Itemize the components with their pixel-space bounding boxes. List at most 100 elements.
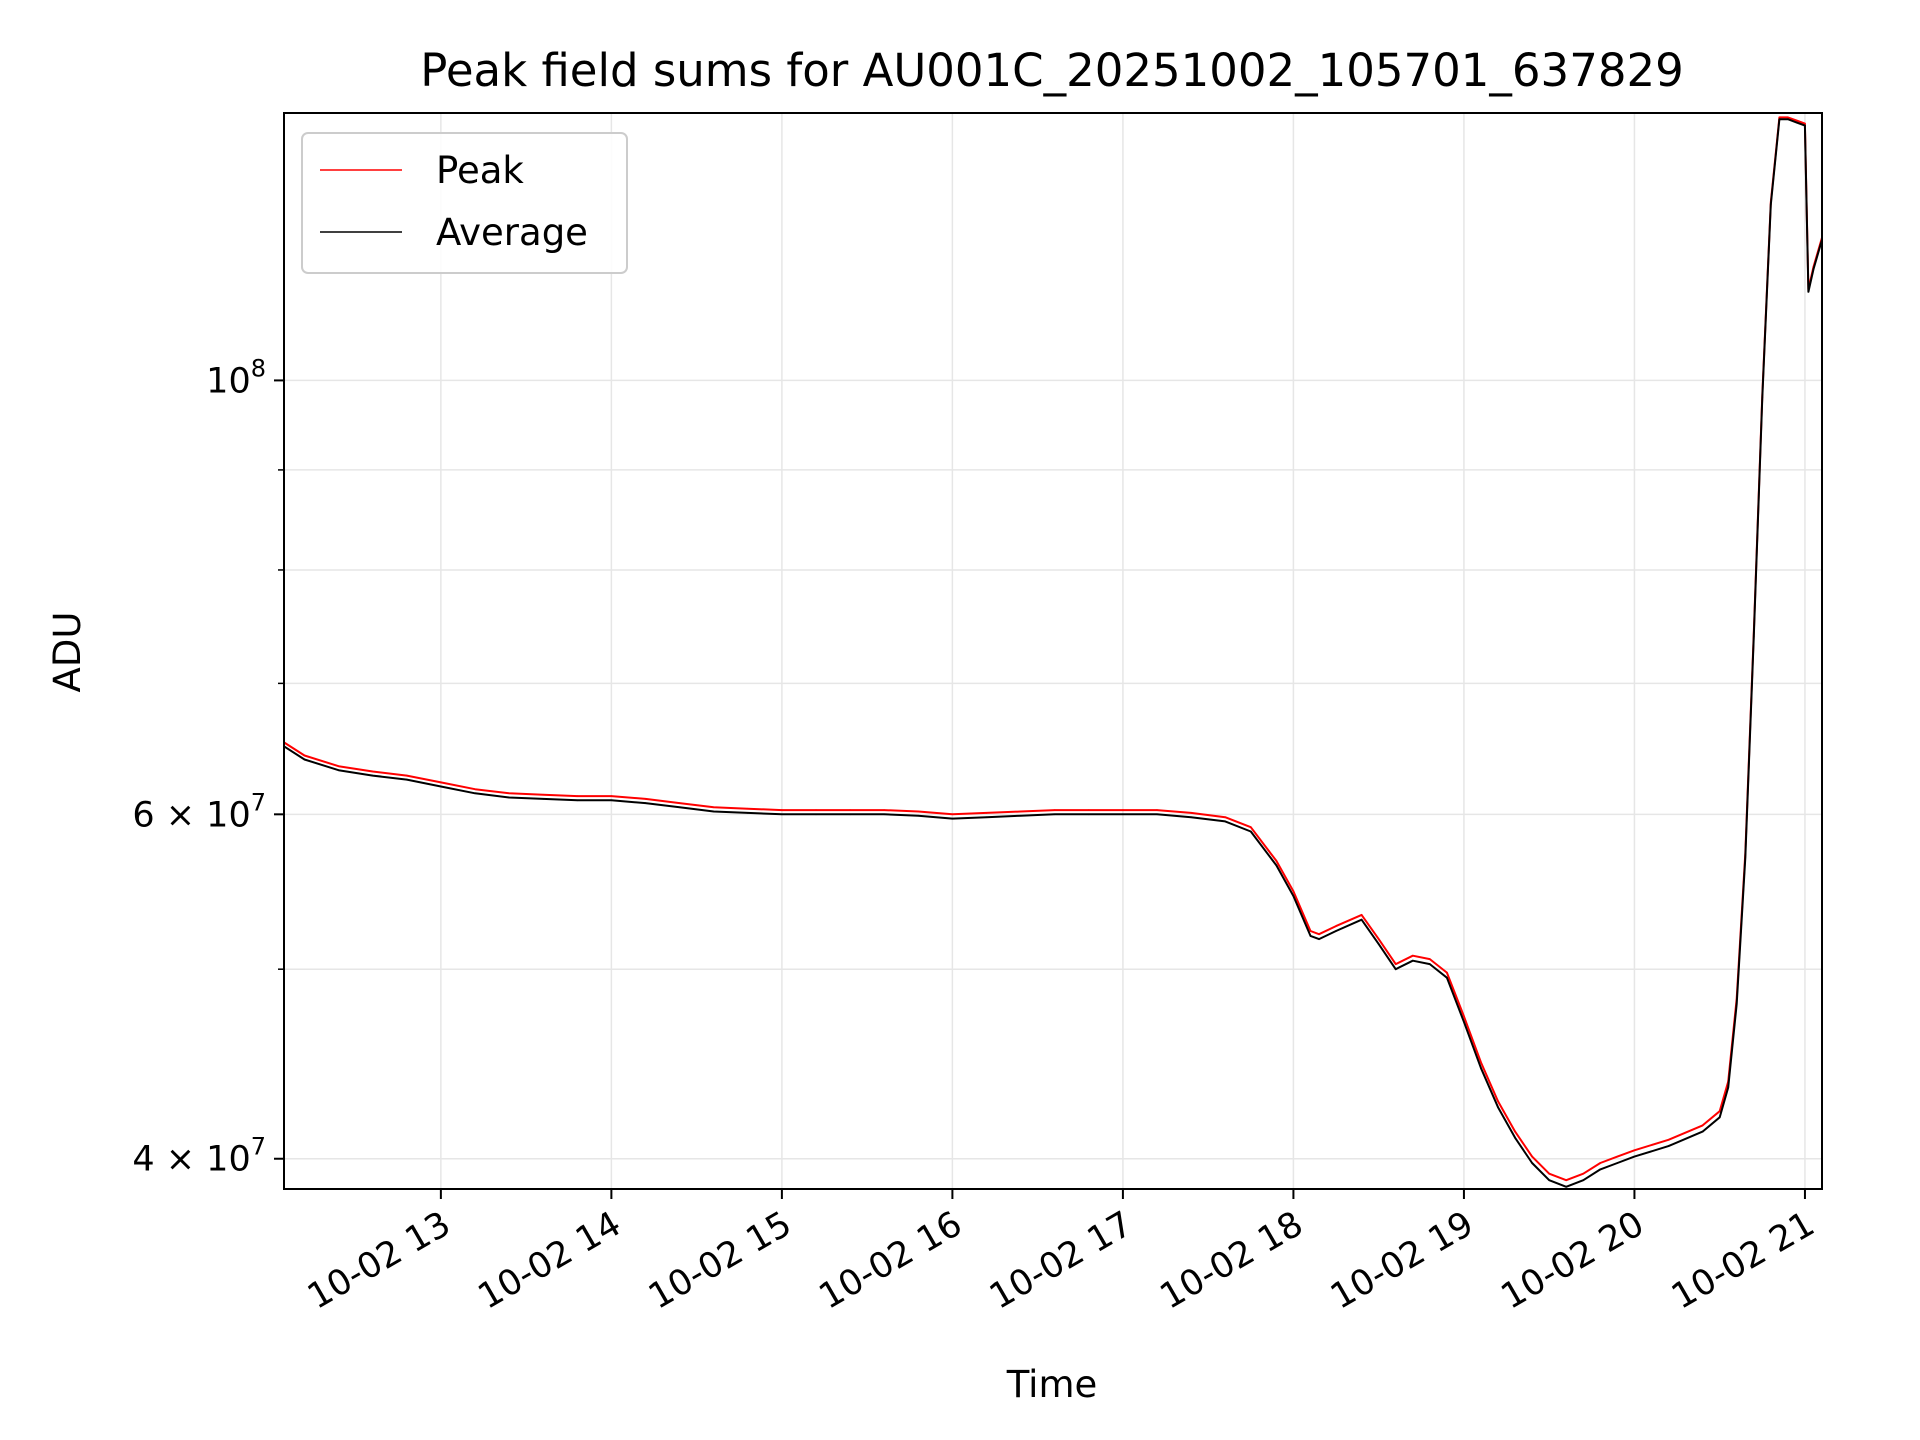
data-point-peak bbox=[406, 774, 408, 777]
data-point-average bbox=[917, 814, 920, 817]
legend-box bbox=[301, 132, 628, 274]
data-point-peak bbox=[781, 809, 783, 811]
data-point-average bbox=[1335, 930, 1337, 932]
data-point-peak bbox=[815, 809, 817, 811]
data-point-average bbox=[1727, 1086, 1729, 1089]
data-point-peak bbox=[1429, 958, 1431, 960]
x-axis-label: Time bbox=[1006, 1363, 1098, 1406]
data-point-average bbox=[1377, 943, 1380, 945]
data-point-average bbox=[985, 816, 988, 818]
data-point-average bbox=[1753, 635, 1755, 637]
data-point-average bbox=[1497, 1106, 1499, 1108]
data-point-peak bbox=[337, 765, 340, 767]
data-point-average bbox=[1412, 959, 1414, 962]
data-point-peak bbox=[747, 807, 749, 810]
data-point-peak bbox=[1718, 1110, 1721, 1112]
data-point-peak bbox=[1514, 1130, 1516, 1133]
data-point-average bbox=[1582, 1179, 1585, 1181]
data-point-peak bbox=[644, 798, 647, 800]
data-point-peak bbox=[1795, 119, 1798, 122]
data-point-average bbox=[1394, 968, 1397, 970]
data-point-average bbox=[747, 812, 749, 814]
data-point-peak bbox=[1394, 963, 1397, 965]
data-point-average bbox=[440, 785, 442, 788]
chart-title: Peak field sums for AU001C_20251002_1057… bbox=[420, 44, 1683, 97]
series-lines bbox=[284, 116, 1822, 1188]
data-point-peak bbox=[1250, 826, 1252, 828]
data-point-average bbox=[1292, 895, 1295, 897]
data-point-average bbox=[712, 810, 715, 813]
data-point-average bbox=[542, 798, 544, 800]
data-point-peak bbox=[1190, 812, 1192, 814]
data-point-average bbox=[371, 774, 374, 777]
data-point-peak bbox=[1582, 1172, 1585, 1175]
y-tick-exponent: 8 bbox=[251, 354, 266, 382]
data-point-average bbox=[1190, 816, 1192, 818]
data-point-peak bbox=[1463, 1015, 1465, 1018]
data-point-peak bbox=[1548, 1172, 1550, 1175]
data-point-average bbox=[1275, 864, 1278, 867]
data-point-peak bbox=[985, 812, 988, 814]
data-point-peak bbox=[1318, 933, 1320, 935]
data-point-peak bbox=[1804, 122, 1806, 125]
data-point-average bbox=[1224, 820, 1226, 823]
data-point-peak bbox=[542, 793, 544, 796]
data-point-peak bbox=[1156, 809, 1158, 811]
y-tick-label: 4 × 107 bbox=[132, 1133, 266, 1180]
data-point-peak bbox=[1616, 1155, 1619, 1158]
data-point-peak bbox=[1480, 1061, 1482, 1064]
data-point-peak bbox=[1335, 925, 1337, 927]
data-point-average bbox=[781, 813, 783, 816]
data-point-peak bbox=[883, 809, 885, 811]
data-point-peak bbox=[1531, 1155, 1533, 1158]
data-point-average bbox=[474, 792, 476, 795]
data-point-average bbox=[1718, 1116, 1721, 1119]
data-point-average bbox=[1019, 814, 1022, 817]
data-point-average bbox=[576, 799, 579, 802]
data-point-peak bbox=[1292, 890, 1295, 893]
plot-frame bbox=[283, 112, 1823, 1190]
data-point-peak bbox=[849, 809, 851, 811]
data-point-average bbox=[678, 806, 681, 809]
data-point-peak bbox=[1446, 971, 1448, 974]
data-point-peak bbox=[1053, 809, 1056, 811]
data-point-peak bbox=[1787, 116, 1789, 119]
data-point-peak bbox=[1599, 1162, 1602, 1164]
data-point-average bbox=[1480, 1067, 1482, 1069]
y-tick-exponent: 7 bbox=[251, 1133, 266, 1161]
y-tick-label: 6 × 107 bbox=[132, 788, 266, 835]
data-point-average bbox=[1360, 918, 1363, 921]
data-point-peak bbox=[1224, 816, 1226, 818]
y-tick-base: 4 × 10 bbox=[132, 1140, 250, 1180]
data-point-peak bbox=[712, 806, 715, 809]
data-point-peak bbox=[917, 810, 920, 813]
legend-peak-label: Peak bbox=[436, 149, 524, 192]
data-point-average bbox=[303, 758, 306, 761]
data-point-average bbox=[883, 813, 885, 816]
data-point-peak bbox=[440, 781, 442, 784]
data-point-average bbox=[1633, 1155, 1636, 1158]
data-point-average bbox=[406, 778, 408, 781]
data-point-peak bbox=[1701, 1124, 1704, 1127]
data-point-peak bbox=[1412, 954, 1414, 957]
data-point-average bbox=[1761, 396, 1764, 399]
data-point-average bbox=[1309, 935, 1312, 937]
data-point-peak bbox=[303, 754, 306, 757]
data-point-average bbox=[1795, 121, 1798, 124]
data-point-average bbox=[1667, 1145, 1670, 1147]
data-point-average bbox=[1088, 813, 1090, 816]
data-point-peak bbox=[1309, 930, 1312, 932]
data-point-average bbox=[1446, 976, 1448, 979]
data-point-average bbox=[337, 769, 340, 771]
data-point-peak bbox=[1667, 1139, 1670, 1141]
data-point-peak bbox=[610, 795, 613, 797]
data-point-average bbox=[1701, 1130, 1704, 1133]
y-tick-base: 6 × 10 bbox=[132, 795, 250, 835]
data-point-average bbox=[1318, 938, 1320, 940]
series-line-average bbox=[284, 118, 1822, 1188]
legend-average-label: Average bbox=[436, 211, 588, 254]
y-tick-label: 108 bbox=[206, 354, 266, 401]
data-point-average bbox=[1548, 1179, 1550, 1181]
data-point-peak bbox=[474, 788, 476, 790]
data-point-average bbox=[1735, 1003, 1738, 1005]
